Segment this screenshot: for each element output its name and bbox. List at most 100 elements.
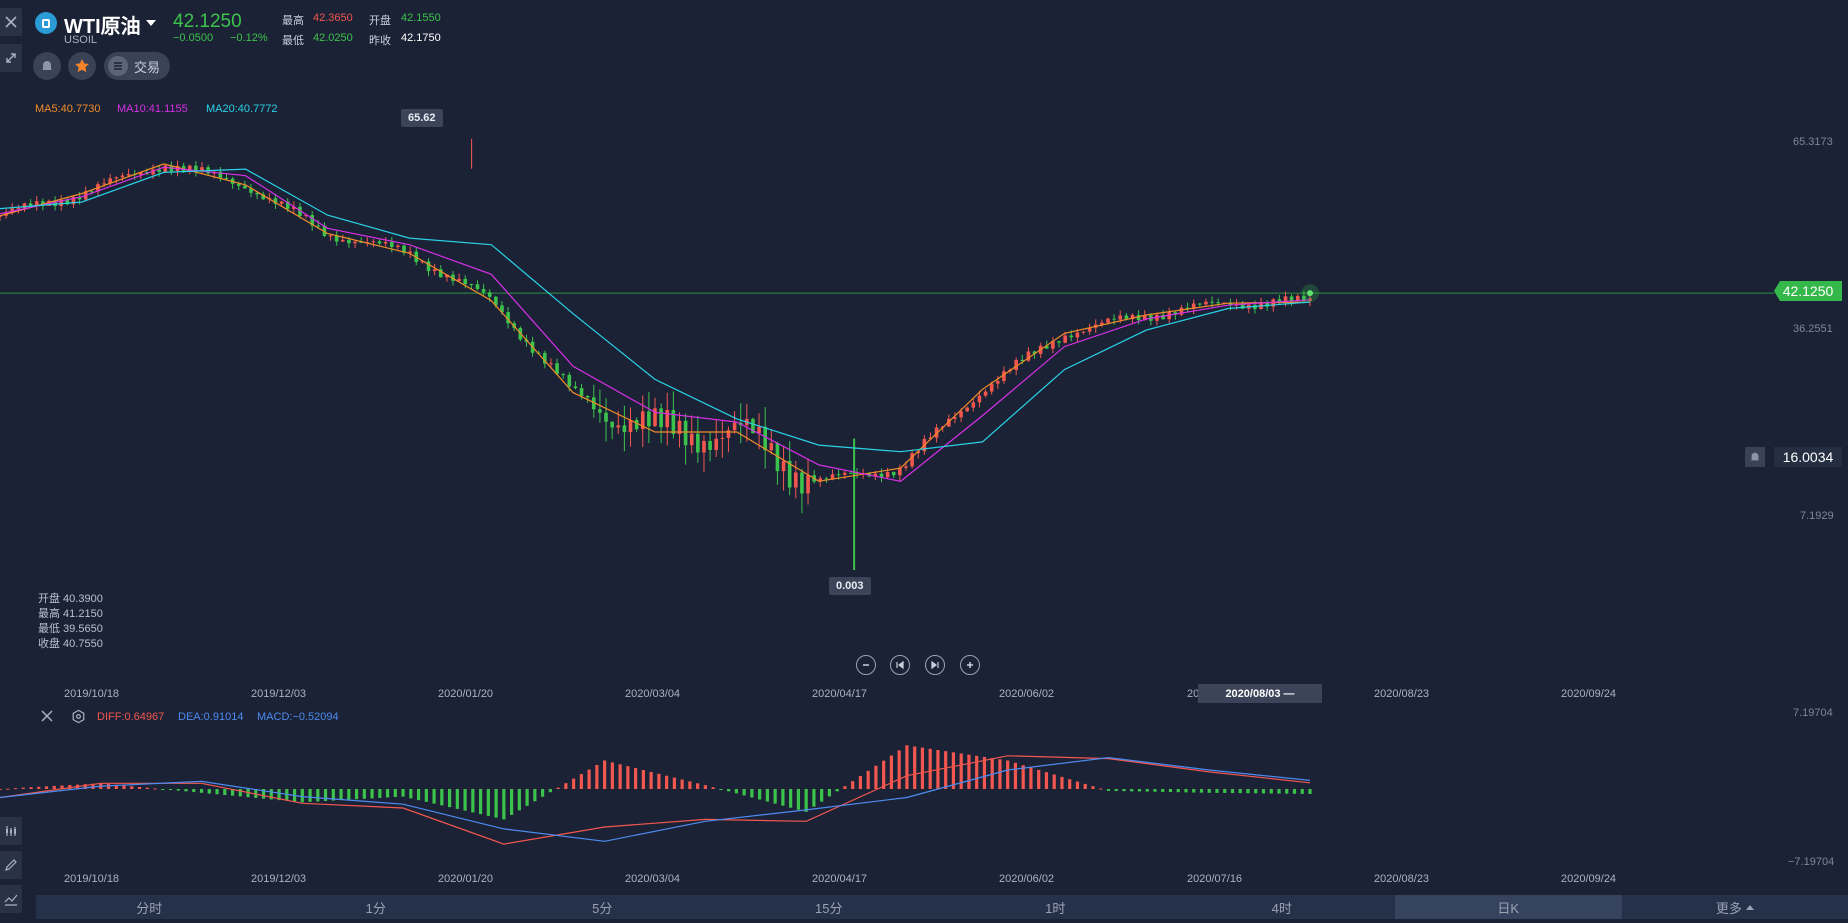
candle-body xyxy=(671,409,676,435)
candle-body xyxy=(1100,322,1104,325)
trade-button[interactable]: 交易 xyxy=(104,52,170,80)
candle-body xyxy=(720,437,725,439)
candles-icon xyxy=(6,826,16,836)
macd-histogram-bar xyxy=(556,787,560,789)
macd-histogram-bar xyxy=(603,760,607,789)
candle-body xyxy=(598,409,602,413)
macd-histogram-bar xyxy=(440,789,444,806)
zoom-in-button[interactable] xyxy=(960,655,980,675)
high-label: 最高 xyxy=(282,15,304,27)
macd-histogram-bar xyxy=(1006,760,1010,789)
prev-close-value: 42.1750 xyxy=(401,32,441,44)
candle-body xyxy=(463,278,468,285)
tab-daily[interactable]: 日K xyxy=(1395,895,1622,919)
collapse-button[interactable] xyxy=(0,44,22,72)
candle-body xyxy=(59,200,64,207)
candle-body xyxy=(891,472,896,476)
candle-body xyxy=(1063,335,1067,343)
macd-histogram-bar xyxy=(254,789,258,798)
tab-timeshare[interactable]: 分时 xyxy=(136,900,163,916)
macd-histogram-bar xyxy=(1130,789,1134,792)
candle-body xyxy=(1222,302,1227,304)
candle-body xyxy=(102,183,106,185)
macd-histogram-bar xyxy=(354,789,359,800)
scroll-end-button[interactable] xyxy=(925,655,945,675)
candle-body xyxy=(451,274,455,281)
candle-body xyxy=(818,478,823,482)
symbol-dropdown-caret-icon[interactable] xyxy=(146,20,156,26)
collapse-icon xyxy=(6,53,16,63)
candle-body xyxy=(71,197,76,205)
macd-histogram-bar xyxy=(1269,789,1273,794)
macd-histogram-bar xyxy=(517,789,521,811)
candle-body xyxy=(751,418,755,434)
trend-line-icon xyxy=(4,894,18,906)
crosshair-date-text: 2020/08/03 xyxy=(1225,687,1281,700)
tab-more[interactable]: 更多 xyxy=(1622,895,1848,919)
tab-5min[interactable]: 5分 xyxy=(592,900,613,916)
close-chart-button[interactable] xyxy=(0,8,22,36)
symbol-code: USOIL xyxy=(64,34,98,46)
alert-price-tag[interactable]: 16.0034 xyxy=(1774,447,1842,467)
macd-date-label: 2020/03/04 xyxy=(625,873,681,885)
favorite-button[interactable] xyxy=(68,52,96,80)
indicator-tool-button[interactable] xyxy=(0,817,22,845)
macd-histogram-bar xyxy=(1044,772,1049,789)
candle-body xyxy=(689,433,694,446)
close-icon xyxy=(41,710,53,722)
candle-body xyxy=(1173,312,1178,315)
candle-body xyxy=(898,467,902,476)
tab-1min[interactable]: 1分 xyxy=(365,900,386,916)
draw-tool-button[interactable] xyxy=(0,851,22,879)
macd-histogram-bar xyxy=(1184,789,1188,793)
macd-histogram-bar xyxy=(998,759,1002,789)
macd-histogram-bar xyxy=(657,773,661,789)
candle-body xyxy=(800,472,804,494)
candle-body xyxy=(65,200,70,205)
candle-body xyxy=(1057,341,1061,343)
macd-histogram-bar xyxy=(641,770,645,789)
macd-histogram-bar xyxy=(52,785,56,789)
macd-histogram-bar xyxy=(223,789,227,795)
ma20-line xyxy=(0,168,1311,453)
candle-body xyxy=(469,284,474,286)
candle-body xyxy=(616,425,621,428)
candle-body xyxy=(567,374,572,387)
macd-histogram-bar xyxy=(176,789,180,791)
diff-line xyxy=(0,755,1311,845)
macd-histogram-bar xyxy=(734,789,738,794)
symbol-name[interactable]: WTI原油 xyxy=(64,16,141,38)
tab-4hour[interactable]: 4时 xyxy=(1271,900,1292,916)
macd-histogram-bar xyxy=(145,787,149,789)
indicator-settings-button[interactable] xyxy=(71,709,86,729)
candle-body xyxy=(500,305,504,313)
skip-back-icon xyxy=(896,660,904,670)
candle-body xyxy=(610,421,614,428)
ohlc-open: 开盘 40.3900 xyxy=(38,593,103,605)
price-alert-bell-button[interactable] xyxy=(1745,447,1765,467)
scroll-start-button[interactable] xyxy=(890,655,910,675)
macd-date-label: 2019/12/03 xyxy=(251,873,307,885)
candle-body xyxy=(438,269,443,278)
candle-body xyxy=(1044,345,1049,349)
candle-body xyxy=(842,472,847,475)
macd-histogram-bar xyxy=(416,789,421,801)
close-indicator-button[interactable] xyxy=(40,709,54,728)
macd-histogram-bar xyxy=(851,781,855,789)
macd-histogram-bar xyxy=(541,789,545,797)
line-tool-button[interactable] xyxy=(0,885,22,913)
candle-body xyxy=(579,388,584,396)
candle-body xyxy=(640,411,645,430)
tab-1hour[interactable]: 1时 xyxy=(1045,900,1066,916)
macd-histogram-bar xyxy=(316,789,320,802)
macd-histogram-bar xyxy=(1083,783,1087,789)
macd-histogram-bar xyxy=(1215,789,1219,793)
low-value: 42.0250 xyxy=(313,32,353,44)
candle-body xyxy=(475,284,480,290)
alert-button[interactable] xyxy=(33,52,61,80)
macd-histogram-bar xyxy=(1153,789,1157,792)
macd-histogram-bar xyxy=(153,788,157,790)
tab-15min[interactable]: 15分 xyxy=(815,900,843,916)
zoom-out-button[interactable] xyxy=(856,655,876,675)
